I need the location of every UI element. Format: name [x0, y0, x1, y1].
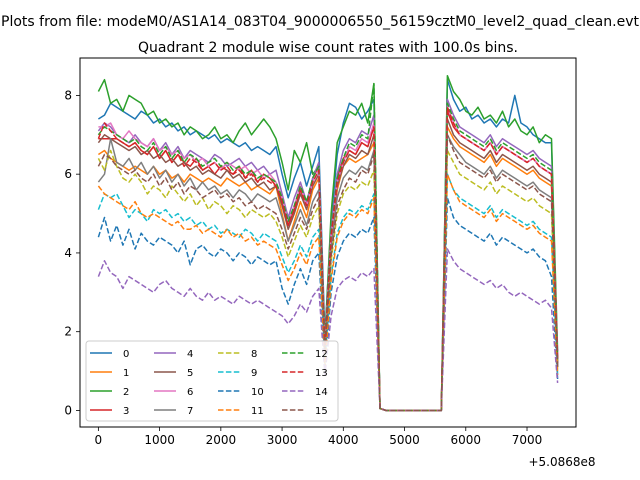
legend-label-8: 8: [251, 349, 257, 360]
x-tick-label: 3000: [267, 433, 298, 447]
legend-label-3: 3: [123, 406, 129, 417]
x-tick-label: 1000: [144, 433, 175, 447]
series-line-9: [97, 173, 559, 412]
x-tick-label: 2000: [206, 433, 237, 447]
legend-label-10: 10: [251, 387, 264, 398]
y-tick-label: 2: [64, 325, 72, 339]
legend-label-11: 11: [251, 406, 264, 417]
legend-label-14: 14: [315, 387, 328, 398]
legend-label-9: 9: [251, 368, 257, 379]
chart-title: Quadrant 2 module wise count rates with …: [138, 40, 518, 56]
legend-label-15: 15: [315, 406, 328, 417]
legend-label-7: 7: [187, 406, 193, 417]
y-tick-label: 8: [64, 88, 72, 102]
series-line-10: [97, 197, 559, 412]
y-tick-label: 4: [64, 246, 72, 260]
series-line-12: [97, 82, 559, 412]
legend-label-4: 4: [187, 349, 193, 360]
legend-label-5: 5: [187, 368, 193, 379]
x-tick-label: 5000: [389, 433, 420, 447]
y-tick-label: 6: [64, 167, 72, 181]
legend-label-0: 0: [123, 349, 129, 360]
legend-label-6: 6: [187, 387, 193, 398]
x-tick-label: 0: [95, 433, 103, 447]
x-tick-label: 6000: [451, 433, 482, 447]
x-tick-label: 7000: [512, 433, 543, 447]
x-tick-label: 4000: [328, 433, 359, 447]
figure-suptitle: Plots from file: modeM0/AS1A14_083T04_90…: [1, 14, 639, 30]
legend-label-12: 12: [315, 349, 328, 360]
plot-area-frame: [79, 57, 577, 428]
series-line-8: [97, 149, 559, 412]
legend-label-2: 2: [123, 387, 129, 398]
series-line-15: [97, 134, 559, 412]
y-tick-label: 0: [64, 403, 72, 417]
legend-label-13: 13: [315, 368, 328, 379]
legend-box: [85, 340, 339, 422]
legend-label-1: 1: [123, 368, 129, 379]
x-offset-label: +5.0868e8: [528, 455, 595, 469]
